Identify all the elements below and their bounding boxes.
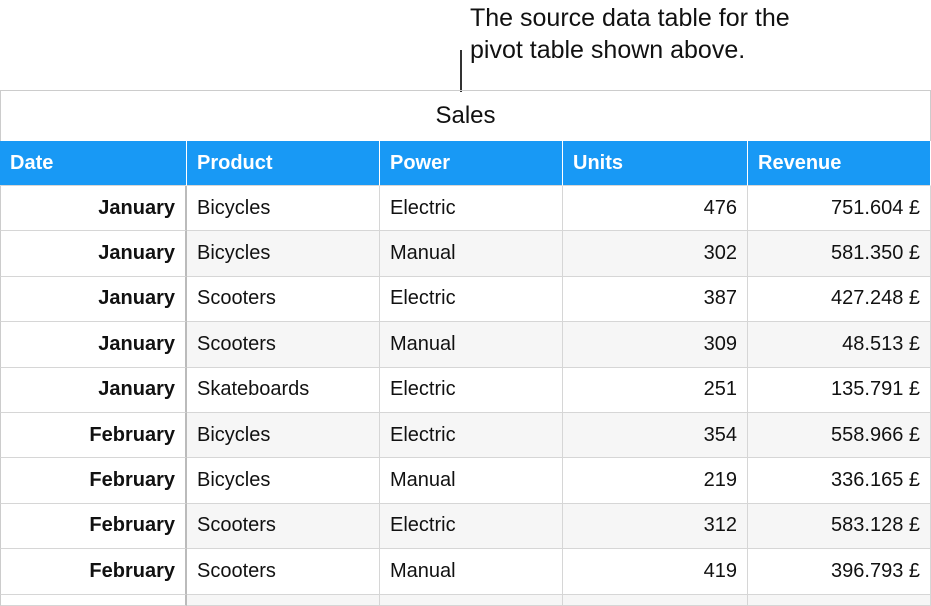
table-cell: 302 xyxy=(563,231,748,277)
table-cell: 219 xyxy=(563,458,748,504)
table-cell: 135.791 £ xyxy=(748,367,931,413)
table-cell: 581.350 £ xyxy=(748,231,931,277)
table-cell xyxy=(380,594,563,606)
table-cell: Manual xyxy=(380,231,563,277)
row-header: February xyxy=(0,549,187,595)
row-header: February xyxy=(0,503,187,550)
table-cell: Manual xyxy=(380,458,563,504)
column-header: Date xyxy=(0,141,187,186)
annotation-line: The source data table for the xyxy=(470,4,790,32)
row-header: January xyxy=(0,231,187,277)
table-cell: Manual xyxy=(380,322,563,368)
table-cell: 558.966 £ xyxy=(748,413,931,459)
table-cell: 476 xyxy=(563,186,748,232)
column-header: Units xyxy=(563,141,748,186)
table-cell: Bicycles xyxy=(187,186,380,232)
annotation-line: pivot table shown above. xyxy=(470,36,746,64)
table-cell: 336.165 £ xyxy=(748,458,931,504)
table-cell: Bicycles xyxy=(187,458,380,504)
table-cell xyxy=(748,594,931,606)
row-header: January xyxy=(0,186,187,232)
table-cell: Electric xyxy=(380,413,563,459)
table-cell: Scooters xyxy=(187,549,380,595)
table-cell: 387 xyxy=(563,276,748,323)
table-cell: 396.793 £ xyxy=(748,549,931,595)
row-header xyxy=(0,594,187,606)
column-header: Product xyxy=(187,141,380,186)
leader-line xyxy=(460,50,462,92)
table-cell: Skateboards xyxy=(187,367,380,413)
table-cell: 583.128 £ xyxy=(748,503,931,550)
table-cell: Electric xyxy=(380,367,563,413)
table-cell: 419 xyxy=(563,549,748,595)
table-title: Sales xyxy=(0,90,931,141)
row-header: January xyxy=(0,367,187,413)
table-cell xyxy=(187,594,380,606)
table-cell: 312 xyxy=(563,503,748,550)
table-cell xyxy=(563,594,748,606)
row-header: February xyxy=(0,413,187,459)
column-header: Revenue xyxy=(748,141,931,186)
row-header: February xyxy=(0,458,187,504)
table-cell: 48.513 £ xyxy=(748,322,931,368)
table-cell: Manual xyxy=(380,549,563,595)
table-cell: Bicycles xyxy=(187,231,380,277)
table-cell: 427.248 £ xyxy=(748,276,931,323)
table-cell: 309 xyxy=(563,322,748,368)
row-header: January xyxy=(0,322,187,368)
table-cell: Bicycles xyxy=(187,413,380,459)
table-cell: Electric xyxy=(380,503,563,550)
column-header: Power xyxy=(380,141,563,186)
table-cell: 251 xyxy=(563,367,748,413)
table-cell: Electric xyxy=(380,276,563,323)
table-cell: 751.604 £ xyxy=(748,186,931,232)
table-cell: Scooters xyxy=(187,276,380,323)
row-header: January xyxy=(0,276,187,323)
table-cell: Scooters xyxy=(187,503,380,550)
table-cell: Scooters xyxy=(187,322,380,368)
table-cell: 354 xyxy=(563,413,748,459)
table-cell: Electric xyxy=(380,186,563,232)
